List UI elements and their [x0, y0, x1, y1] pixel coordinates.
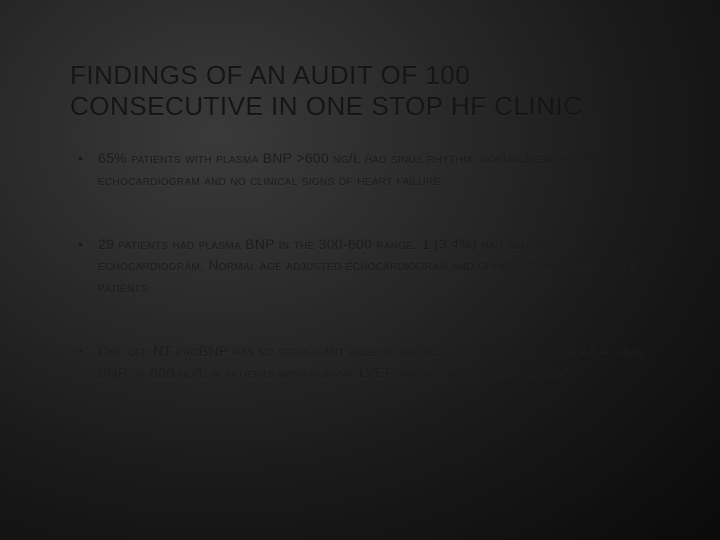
slide-title: FINDINGS OF AN AUDIT OF 100 CONSECUTIVE … — [70, 60, 660, 122]
bullet-item: 29 patients had plasma BNP in the 300-60… — [70, 234, 660, 299]
bullet-item: 65% patients with plasma BNP >600 ng/L h… — [70, 148, 660, 191]
bullet-item: One off NT proBNP has no significant rol… — [70, 341, 660, 384]
slide-container: FINDINGS OF AN AUDIT OF 100 CONSECUTIVE … — [0, 0, 720, 540]
bullet-list: 65% patients with plasma BNP >600 ng/L h… — [70, 148, 660, 384]
